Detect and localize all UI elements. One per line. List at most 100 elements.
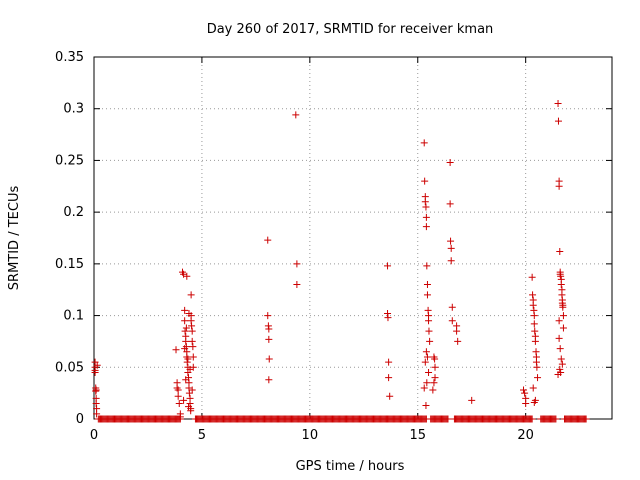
data-point	[530, 398, 538, 406]
data-point	[431, 374, 439, 382]
data-point	[182, 324, 190, 332]
x-axis-title: GPS time / hours	[296, 459, 405, 474]
data-point	[265, 335, 273, 343]
data-points	[91, 100, 567, 421]
data-point	[181, 317, 189, 325]
x-tick-label: 0	[90, 428, 98, 443]
y-axis-title: SRMTID / TECUs	[7, 186, 22, 291]
y-tick-label: 0.1	[63, 309, 84, 324]
data-point	[175, 399, 183, 407]
data-point	[183, 358, 191, 366]
data-point	[189, 343, 197, 351]
data-point	[186, 365, 194, 373]
data-point	[385, 374, 393, 382]
data-point	[454, 337, 462, 345]
data-point	[93, 361, 101, 369]
data-point	[453, 327, 461, 335]
data-point	[423, 262, 431, 270]
data-point	[555, 317, 563, 325]
data-point	[422, 203, 430, 211]
data-point	[384, 314, 392, 322]
data-point	[188, 386, 196, 394]
data-point	[556, 365, 564, 373]
data-point	[423, 353, 431, 361]
x-tick-label: 20	[517, 428, 534, 443]
data-point	[186, 399, 194, 407]
data-point	[188, 327, 196, 335]
data-point	[174, 386, 182, 394]
y-tick-label: 0.25	[55, 153, 84, 168]
data-point	[556, 247, 564, 255]
axis-ticks	[93, 56, 612, 420]
y-tick-label: 0.35	[55, 50, 84, 65]
data-point	[265, 376, 273, 384]
data-point	[188, 337, 196, 345]
data-point	[185, 403, 193, 411]
data-point	[530, 320, 538, 328]
data-point	[425, 317, 433, 325]
data-point	[422, 348, 430, 356]
data-point	[172, 346, 180, 354]
data-point	[420, 384, 428, 392]
baseline-markers	[94, 415, 590, 423]
data-point	[557, 281, 565, 289]
data-point	[182, 376, 190, 384]
data-point	[421, 177, 429, 185]
data-point	[293, 260, 301, 268]
data-point	[426, 337, 434, 345]
data-point	[421, 198, 429, 206]
data-point	[265, 325, 273, 333]
data-point	[384, 262, 392, 270]
data-point	[189, 353, 197, 361]
data-point	[188, 322, 196, 330]
data-point	[185, 310, 193, 318]
data-point	[531, 327, 539, 335]
baseline-point	[176, 415, 184, 423]
data-point	[265, 355, 273, 363]
data-point	[447, 237, 455, 245]
x-tick-label: 15	[409, 428, 426, 443]
x-tick-label: 5	[198, 428, 206, 443]
data-point	[292, 111, 300, 119]
baseline-point	[582, 415, 590, 423]
data-point	[187, 291, 195, 299]
data-point	[431, 363, 439, 371]
data-point	[174, 392, 182, 400]
chart-title: Day 260 of 2017, SRMTID for receiver kma…	[207, 22, 494, 37]
data-point	[529, 301, 537, 309]
data-point	[559, 324, 567, 332]
data-point	[554, 100, 562, 108]
data-point	[531, 337, 539, 345]
data-point	[559, 301, 567, 309]
data-point	[431, 355, 439, 363]
data-point	[180, 396, 188, 404]
data-point	[423, 291, 431, 299]
data-point	[557, 272, 565, 280]
data-point	[554, 117, 562, 125]
y-tick-label: 0.2	[63, 205, 84, 220]
data-point	[447, 244, 455, 252]
data-point	[425, 368, 433, 376]
data-point	[429, 386, 437, 394]
data-point	[520, 386, 528, 394]
data-point	[423, 281, 431, 289]
data-point	[386, 392, 394, 400]
data-point	[529, 291, 537, 299]
data-point	[422, 402, 430, 410]
data-point	[557, 355, 565, 363]
y-tick-label: 0.3	[63, 102, 84, 117]
data-point	[187, 407, 195, 415]
data-point	[446, 200, 454, 208]
y-tick-label: 0.05	[55, 360, 84, 375]
data-point	[92, 386, 100, 394]
data-point	[448, 317, 456, 325]
data-point	[264, 236, 272, 244]
data-point	[534, 374, 542, 382]
data-point	[93, 410, 101, 418]
data-point	[447, 257, 455, 265]
data-point	[181, 345, 189, 353]
data-point	[422, 223, 430, 231]
grid-lines	[94, 57, 612, 419]
data-point	[555, 334, 563, 342]
data-point	[182, 337, 190, 345]
